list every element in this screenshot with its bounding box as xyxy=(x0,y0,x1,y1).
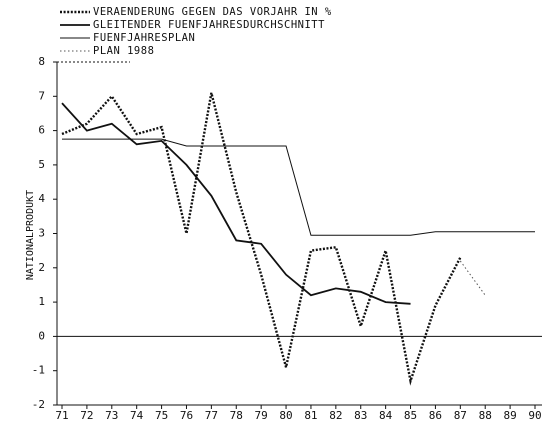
x-tick-label: 71 xyxy=(55,409,68,422)
x-tick-label: 89 xyxy=(503,409,516,422)
x-tick-label: 84 xyxy=(379,409,393,422)
x-tick-label: 73 xyxy=(105,409,118,422)
x-tick-label: 87 xyxy=(454,409,467,422)
y-tick-label: 6 xyxy=(38,124,45,137)
legend-label: PLAN 1988 xyxy=(93,45,154,57)
x-tick-label: 90 xyxy=(528,409,541,422)
y-tick-label: -2 xyxy=(32,398,45,411)
x-tick-label: 82 xyxy=(329,409,342,422)
x-tick-label: 83 xyxy=(354,409,367,422)
x-tick-label: 80 xyxy=(279,409,292,422)
y-tick-label: 3 xyxy=(38,227,45,240)
x-tick-label: 86 xyxy=(429,409,442,422)
series-line xyxy=(61,92,462,386)
x-tick-label: 79 xyxy=(255,409,268,422)
y-tick-label: -1 xyxy=(32,364,45,377)
y-tick-label: 4 xyxy=(38,192,45,205)
x-tick-label: 78 xyxy=(230,409,243,422)
series-line xyxy=(62,138,535,236)
legend-label: VERAENDERUNG GEGEN DAS VORJAHR IN % xyxy=(93,6,332,18)
y-tick-label: 1 xyxy=(38,295,45,308)
y-tick-label: 0 xyxy=(38,329,45,342)
x-tick-label: 81 xyxy=(304,409,317,422)
x-tick-label: 77 xyxy=(205,409,218,422)
x-tick-label: 74 xyxy=(130,409,144,422)
series-line xyxy=(459,260,486,296)
legend-label: GLEITENDER FUENFJAHRESDURCHSCHNITT xyxy=(93,19,325,31)
y-tick-label: 7 xyxy=(38,89,45,102)
y-tick-label: 8 xyxy=(38,55,45,68)
x-tick-label: 88 xyxy=(479,409,492,422)
x-tick-label: 76 xyxy=(180,409,193,422)
x-tick-label: 85 xyxy=(404,409,417,422)
series-line xyxy=(61,102,411,305)
x-tick-label: 75 xyxy=(155,409,168,422)
y-tick-label: 5 xyxy=(38,158,45,171)
legend-label: FUENFJAHRESPLAN xyxy=(93,32,195,44)
y-tick-label: 2 xyxy=(38,261,45,274)
y-axis-label: NATIONALPRODUKT xyxy=(25,190,36,280)
x-tick-label: 72 xyxy=(80,409,93,422)
